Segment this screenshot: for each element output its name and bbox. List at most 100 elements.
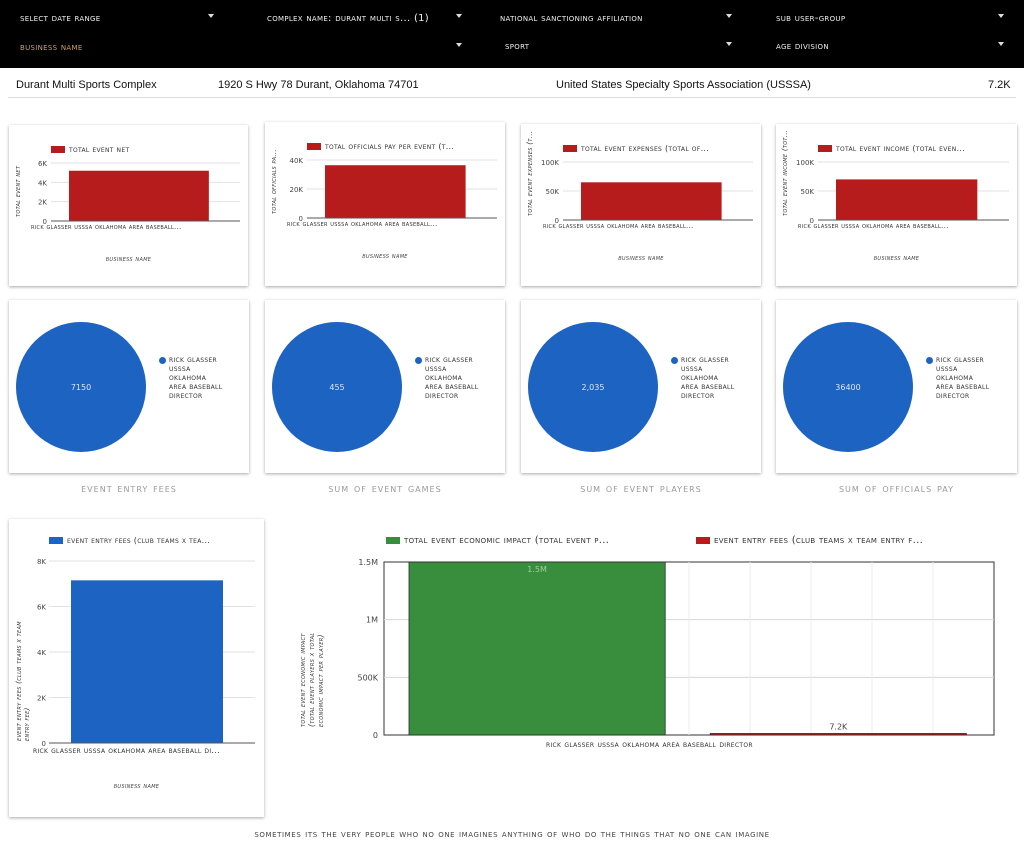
legend-swatch <box>696 537 710 544</box>
complex-name-text: Durant Multi Sports Complex <box>16 79 157 91</box>
legend-swatch <box>563 145 577 152</box>
chevron-down-icon <box>456 43 462 47</box>
chevron-down-icon <box>998 14 1004 18</box>
x-axis-title: BUSINESS NAME <box>362 252 408 260</box>
sport-dropdown[interactable]: SPORT <box>505 33 732 59</box>
bar <box>836 179 978 220</box>
legend-label: Total Officials Pay Per Event (T... <box>325 142 455 151</box>
x-axis-title: BUSINESS NAME <box>873 254 920 262</box>
y-tick-label: 8K <box>37 558 46 566</box>
event-games-pie-card: 455 Rick Glasser USSSA Oklahoma Area Base… <box>265 300 505 473</box>
y-axis-title: Total Event Net <box>14 165 22 217</box>
legend-swatch <box>386 537 400 544</box>
x-axis-title: BUSINESS NAME <box>113 782 160 790</box>
bar <box>71 580 223 743</box>
chart-plot: 0 500K 1M 1.5M 1.5M 7.2K <box>357 558 995 740</box>
y-tick-label: 50K <box>801 188 815 196</box>
y-tick-label: 0 <box>555 217 559 225</box>
legend-swatch <box>51 146 65 153</box>
age-division-dropdown[interactable]: AGE DIVISION <box>776 33 1004 59</box>
legend-label: Event Entry Fees (Club Teams x Tea... <box>67 536 211 545</box>
y-tick-label: 50K <box>546 188 560 196</box>
y-axis-title: Total Officials Pa... <box>270 149 278 214</box>
y-tick-label: 100K <box>796 159 814 167</box>
filter-bar: select date range COMPLEX NAME: Durant M… <box>0 0 1024 68</box>
chart-legend: Total Event Economic Impact (Total Event… <box>386 535 686 546</box>
date-range-label: select date range <box>20 12 101 24</box>
y-tick-label: 20K <box>290 186 304 194</box>
pie-legend-label: Rick Glasser USSSA Oklahoma Area Basebal… <box>681 355 735 400</box>
y-tick-label: 1M <box>366 616 378 625</box>
chart-plot: 0 50K 100K <box>541 159 753 225</box>
event-income-chart: Total Event Income (Total Even... 0 50K 100… <box>776 124 1017 286</box>
y-tick-label: 1.5M <box>358 558 378 567</box>
x-axis-title: BUSINESS NAME <box>105 255 152 263</box>
officials-pay-pie-card: 36400 Rick Glasser USSSA Oklahoma Area Ba… <box>776 300 1017 473</box>
chart-legend: Event Entry Fees (Club Teams x Tea... <box>49 536 259 545</box>
x-category-label: Rick Glasser USSSA Oklahoma Area Basebal… <box>33 746 220 755</box>
y-tick-label: 0 <box>42 740 46 748</box>
pie-value-label: 455 <box>329 383 344 392</box>
date-range-dropdown[interactable]: select date range <box>20 5 214 31</box>
y-axis-title: Total Event Income (Tot... <box>781 129 789 216</box>
y-tick-label: 2K <box>38 199 47 207</box>
y-tick-label: 2K <box>37 695 46 703</box>
pie-caption: Sum of Event Players <box>580 481 702 495</box>
y-tick-label: 0 <box>43 218 47 226</box>
chevron-down-icon <box>456 14 462 18</box>
complex-address-text: 1920 S Hwy 78 Durant, Oklahoma 74701 <box>218 79 419 91</box>
footer-quote: Sometimes its the very people who no one… <box>254 829 770 840</box>
y-tick-label: 0 <box>810 217 814 225</box>
y-tick-label: 6K <box>38 160 47 168</box>
chart-legend: Total Event Income (Total Even... <box>818 144 1009 153</box>
chevron-down-icon <box>998 42 1004 46</box>
chevron-down-icon <box>726 14 732 18</box>
pie-legend-label: Rick Glasser USSSA Oklahoma Area Basebal… <box>425 355 479 400</box>
chart-plot: 0 2K 4K 6K 8K <box>37 558 255 748</box>
y-axis-title: Total Event Expenses (T... <box>526 130 534 216</box>
legend-swatch <box>926 357 933 364</box>
pie-chart: 2,035 <box>528 322 658 452</box>
legend-swatch <box>818 145 832 152</box>
x-axis-title: BUSINESS NAME <box>618 254 664 262</box>
legend-label: Total Event Economic Impact (Total Event… <box>404 535 610 546</box>
pie-chart: 455 <box>272 322 402 452</box>
total-event-net-chart: Total Event Net 0 2K 4K 6K Total Event Net Ric… <box>9 125 248 286</box>
national-sanctioning-dropdown[interactable]: NATIONAL SANCTIONING AFFILIATION <box>500 5 732 31</box>
age-division-label: AGE DIVISION <box>776 40 829 52</box>
legend-swatch <box>49 537 63 544</box>
chart-legend: Total Event Expenses (Total Of... <box>563 144 753 153</box>
y-tick-label: 4K <box>38 179 47 187</box>
legend-swatch <box>671 357 678 364</box>
chart-legend: Total Officials Pay Per Event (T... <box>307 142 497 151</box>
legend-label: Event Entry Fees (Club Teams x Team Entr… <box>714 535 924 546</box>
scorecard-value: 7.2K <box>988 79 1011 91</box>
business-name-dropdown[interactable]: BUSINESS NAME <box>20 34 462 60</box>
complex-name-dropdown[interactable]: COMPLEX NAME: Durant Multi S... (1) <box>267 5 462 31</box>
complex-info-row: Durant Multi Sports Complex 1920 S Hwy 7… <box>0 68 1024 100</box>
complex-name-label: COMPLEX NAME: Durant Multi S... (1) <box>267 12 430 24</box>
legend-swatch <box>159 357 166 364</box>
y-tick-label: 500K <box>357 673 378 682</box>
pie-legend-label: Rick Glasser USSSA Oklahoma Area Basebal… <box>169 355 223 400</box>
legend-label: Total Event Net <box>69 145 130 154</box>
bar <box>408 561 666 736</box>
pie-caption: Sum of Event Games <box>328 481 442 495</box>
y-tick-label: 0 <box>299 215 303 223</box>
chart-plot: 0 50K 100K <box>796 159 1009 225</box>
legend-swatch <box>415 357 422 364</box>
pie-slice <box>272 322 402 452</box>
event-expenses-chart: Total Event Expenses (Total Of... 0 50K 100… <box>521 124 761 286</box>
pie-value-label: 7150 <box>71 383 91 392</box>
y-tick-label: 40K <box>290 157 304 165</box>
sub-user-group-label: SUB USER-GROUP <box>776 12 846 24</box>
y-tick-label: 6K <box>37 604 46 612</box>
pie-legend-label: Rick Glasser USSSA Oklahoma Area Basebal… <box>936 355 990 400</box>
chart-plot: 0 2K 4K 6K <box>38 160 240 226</box>
chevron-down-icon <box>726 42 732 46</box>
pie-slice <box>16 322 146 452</box>
sub-user-group-dropdown[interactable]: SUB USER-GROUP <box>776 5 1004 31</box>
x-category-label: Rick Glasser USSSA Oklahoma Area Basebal… <box>798 222 949 230</box>
pie-caption: Sum of Officials Pay <box>838 481 955 495</box>
pie-chart: 7150 <box>16 322 146 452</box>
